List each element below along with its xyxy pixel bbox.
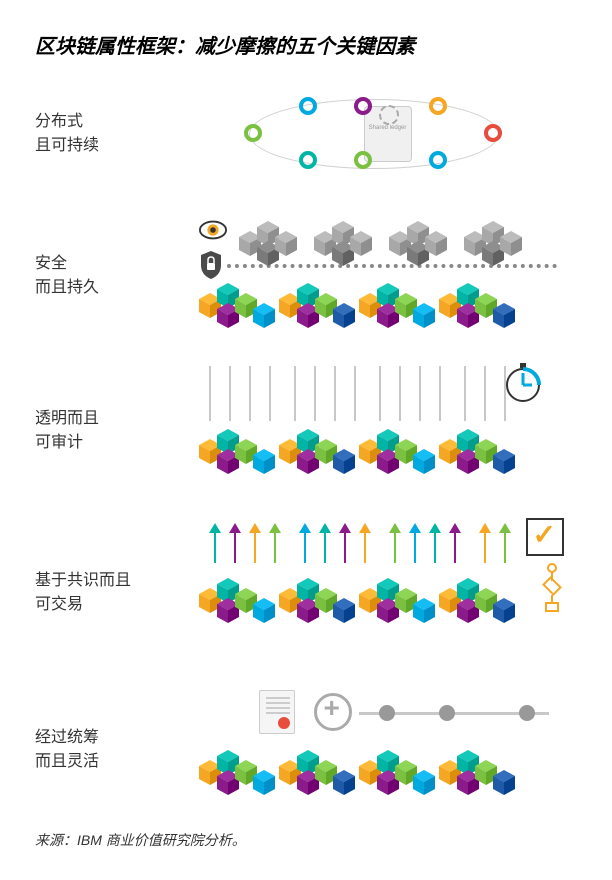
cube-icon xyxy=(500,231,522,256)
cube-icon xyxy=(333,303,355,328)
graphic-consensus xyxy=(180,520,577,665)
document-icon xyxy=(259,690,295,734)
cube-icon xyxy=(493,770,515,795)
network-node-icon xyxy=(244,124,262,142)
slider-handle-icon xyxy=(519,705,535,721)
network-node-icon xyxy=(429,151,447,169)
timeline-tick xyxy=(209,366,211,421)
flowchart-icon xyxy=(537,563,567,613)
network-node-icon xyxy=(299,97,317,115)
shield-lock-icon xyxy=(199,251,223,279)
slider-handle-icon xyxy=(439,705,455,721)
cube-icon xyxy=(333,598,355,623)
network-node-icon xyxy=(484,124,502,142)
arrow-up-icon xyxy=(429,523,441,563)
graphic-orchestrated xyxy=(180,687,577,812)
network-node-icon xyxy=(354,97,372,115)
arrow-up-icon xyxy=(339,523,351,563)
network-node-icon xyxy=(299,151,317,169)
timeline-tick xyxy=(334,366,336,421)
timeline-lines xyxy=(204,366,534,426)
arrow-up-icon xyxy=(479,523,491,563)
timeline-tick xyxy=(464,366,466,421)
cube-icon xyxy=(333,770,355,795)
row-secure: 安全 而且持久 xyxy=(35,211,577,341)
label-orchestrated: 经过统筹 而且灵活 xyxy=(35,726,180,774)
row-transparent: 透明而且 可审计 xyxy=(35,363,577,498)
title-rest: 减少摩擦的五个关键因素 xyxy=(195,36,415,58)
timeline-tick xyxy=(484,366,486,421)
network-node-icon xyxy=(429,97,447,115)
arrow-up-icon xyxy=(209,523,221,563)
cube-icon xyxy=(413,598,435,623)
timeline-tick xyxy=(314,366,316,421)
cube-icon xyxy=(413,303,435,328)
label-secure: 安全 而且持久 xyxy=(35,252,180,300)
timeline-tick xyxy=(269,366,271,421)
cube-icon xyxy=(493,449,515,474)
cube-icon xyxy=(333,449,355,474)
cube-icon xyxy=(493,303,515,328)
timeline-tick xyxy=(354,366,356,421)
cube-icon xyxy=(275,231,297,256)
cube-icon xyxy=(413,770,435,795)
row-consensus: 基于共识而且 可交易 xyxy=(35,520,577,665)
timeline-tick xyxy=(229,366,231,421)
arrow-up-icon xyxy=(229,523,241,563)
timeline-tick xyxy=(439,366,441,421)
timeline-tick xyxy=(399,366,401,421)
row-orchestrated: 经过统筹 而且灵活 xyxy=(35,687,577,812)
timeline-tick xyxy=(294,366,296,421)
ledger-icon: Shared ledger xyxy=(364,106,412,162)
checkmark-icon xyxy=(526,518,564,556)
row-distributed: 分布式 且可持续 Shared ledger xyxy=(35,79,577,189)
arrow-up-icon xyxy=(299,523,311,563)
cube-icon xyxy=(253,770,275,795)
arrow-up-icon xyxy=(249,523,261,563)
cube-icon xyxy=(253,598,275,623)
arrow-up-icon xyxy=(319,523,331,563)
arrow-up-icon xyxy=(409,523,421,563)
timeline-tick xyxy=(249,366,251,421)
graphic-secure xyxy=(180,211,577,341)
cube-icon xyxy=(350,231,372,256)
eye-icon xyxy=(199,216,227,244)
graphic-transparent xyxy=(180,363,577,498)
cube-icon xyxy=(493,598,515,623)
arrow-up-icon xyxy=(359,523,371,563)
arrow-up-icon xyxy=(269,523,281,563)
stopwatch-icon xyxy=(502,361,544,403)
arrow-up-icon xyxy=(449,523,461,563)
network-node-icon xyxy=(354,151,372,169)
arrow-array xyxy=(204,523,544,573)
timeline-tick xyxy=(379,366,381,421)
label-consensus: 基于共识而且 可交易 xyxy=(35,569,180,617)
page-title: 区块链属性框架：减少摩擦的五个关键因素 xyxy=(35,30,577,59)
label-distributed: 分布式 且可持续 xyxy=(35,110,180,158)
cube-icon xyxy=(253,449,275,474)
slider-handle-icon xyxy=(379,705,395,721)
source-citation: 来源：IBM 商业价值研究院分析。 xyxy=(35,830,246,850)
cube-icon xyxy=(413,449,435,474)
label-transparent: 透明而且 可审计 xyxy=(35,407,180,455)
graphic-distributed: Shared ledger xyxy=(180,79,577,189)
arrow-up-icon xyxy=(499,523,511,563)
timeline-tick xyxy=(419,366,421,421)
cube-icon xyxy=(425,231,447,256)
plus-circle-icon xyxy=(314,693,352,731)
title-bold: 区块链属性框架： xyxy=(35,36,195,58)
arrow-up-icon xyxy=(389,523,401,563)
cube-icon xyxy=(253,303,275,328)
